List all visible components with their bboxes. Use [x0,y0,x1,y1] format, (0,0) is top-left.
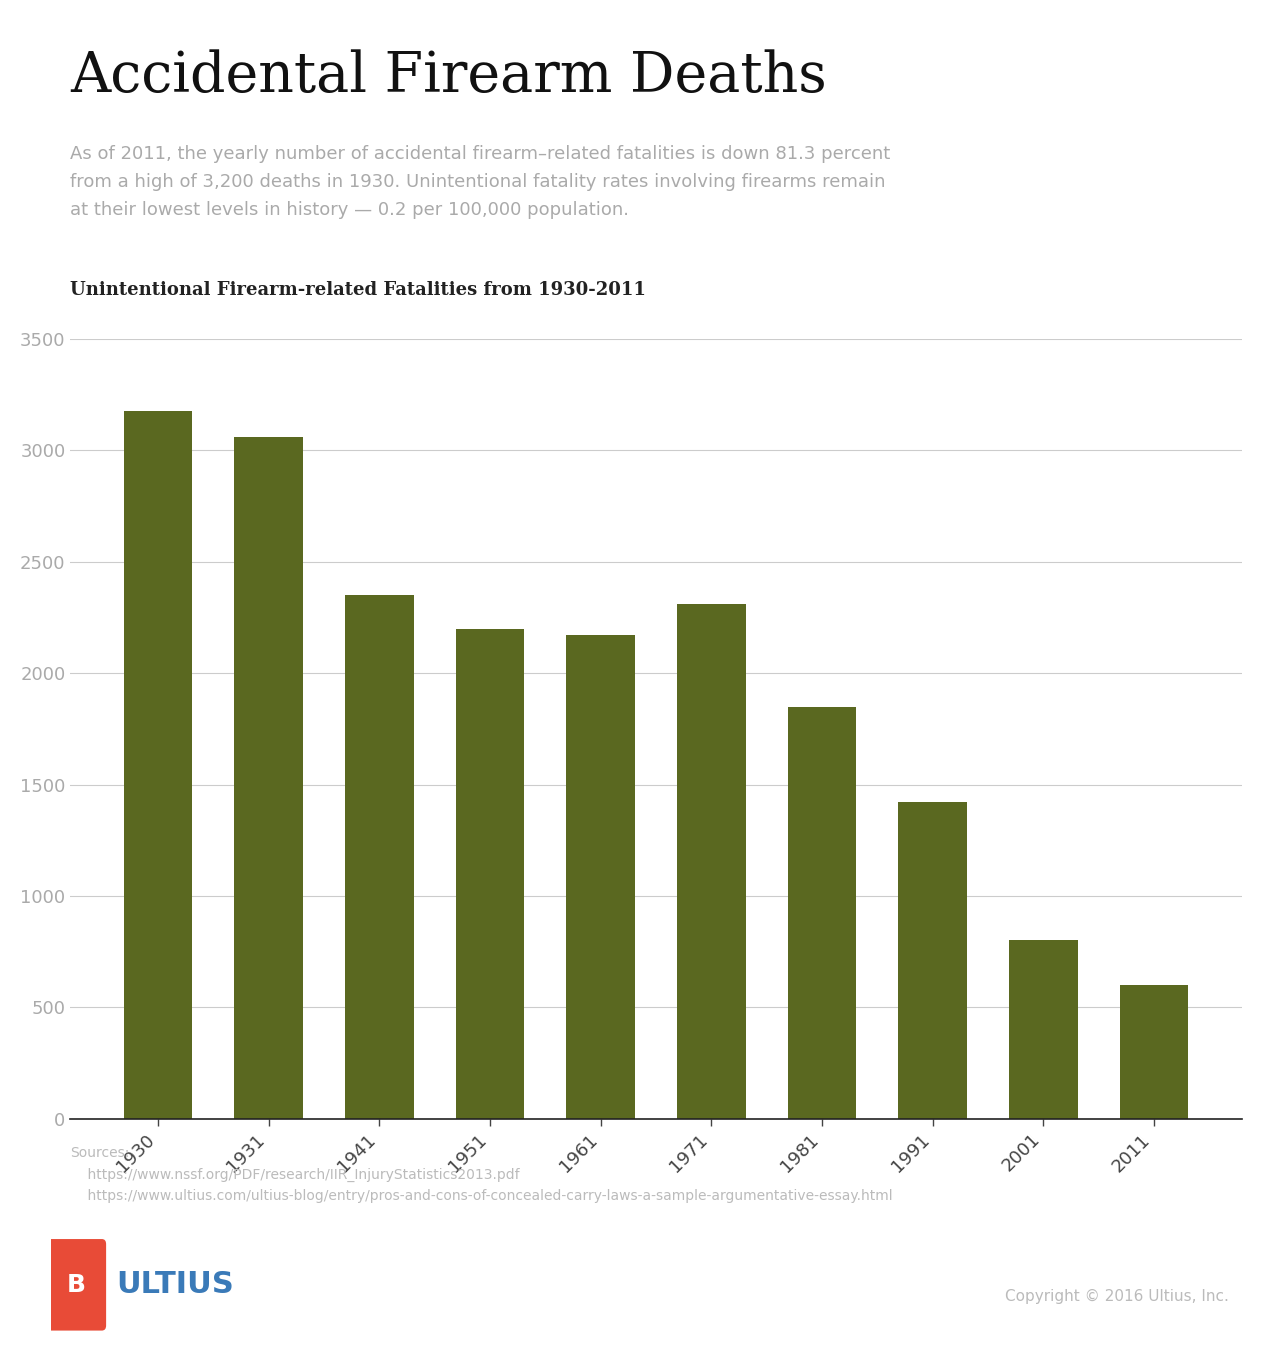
Text: Sources:
    https://www.nssf.org/PDF/research/IIR_InjuryStatistics2013.pdf
    : Sources: https://www.nssf.org/PDF/resear… [70,1146,893,1203]
Bar [124,411,192,1119]
Bar [899,803,966,1119]
Text: Copyright © 2016 Ultius, Inc.: Copyright © 2016 Ultius, Inc. [1005,1290,1229,1304]
Bar [1120,984,1188,1119]
Bar [346,595,413,1119]
Bar [566,635,635,1119]
Text: As of 2011, the yearly number of accidental firearm–related fatalities is down 8: As of 2011, the yearly number of acciden… [70,145,891,218]
Text: Unintentional Firearm-related Fatalities from 1930-2011: Unintentional Firearm-related Fatalities… [70,281,646,298]
Text: Accidental Firearm Deaths: Accidental Firearm Deaths [70,49,827,103]
Bar [677,605,746,1119]
Bar [787,706,856,1119]
Bar [234,437,303,1119]
Bar [1009,941,1078,1119]
FancyBboxPatch shape [47,1239,106,1330]
Text: ULTIUS: ULTIUS [116,1271,234,1299]
Bar [456,629,525,1119]
Text: B: B [67,1273,86,1296]
